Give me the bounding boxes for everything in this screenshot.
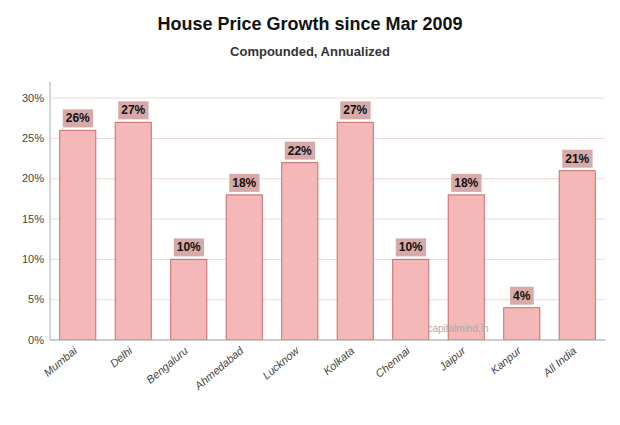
grid <box>50 98 605 340</box>
data-labels: 26% 27% 10% 18% 22% 27% 10% 18% 4% 21% <box>63 101 593 304</box>
data-label-box <box>396 238 426 256</box>
data-label-text: 22% <box>288 144 312 158</box>
data-label: 27% <box>340 101 370 119</box>
bar <box>448 195 484 340</box>
x-tick-label: All India <box>540 344 578 379</box>
y-tick-label: 5% <box>28 293 44 305</box>
data-label-box <box>451 174 481 192</box>
data-label: 21% <box>562 150 592 168</box>
bar <box>504 308 540 340</box>
data-label-box <box>562 150 592 168</box>
data-label: 18% <box>451 174 481 192</box>
y-tick-label: 30% <box>22 92 44 104</box>
data-label-box <box>229 174 259 192</box>
data-label: 27% <box>118 101 148 119</box>
bar <box>171 259 207 340</box>
data-label: 10% <box>174 238 204 256</box>
x-tick-label: Bengaluru <box>144 344 190 385</box>
bar <box>337 122 373 340</box>
data-label-box <box>174 238 204 256</box>
y-tick-label: 20% <box>22 172 44 184</box>
data-label-box <box>510 287 534 305</box>
data-label-text: 18% <box>454 176 478 190</box>
bar <box>226 195 262 340</box>
bar <box>393 259 429 340</box>
data-label: 18% <box>229 174 259 192</box>
data-label-box <box>285 142 315 160</box>
data-label: 4% <box>510 287 534 305</box>
y-axis-line <box>50 82 51 340</box>
y-tick-label: 10% <box>22 253 44 265</box>
grid-line <box>50 98 605 99</box>
x-tick-label: Chennai <box>373 344 413 380</box>
data-label-text: 21% <box>565 152 589 166</box>
y-tick-label: 25% <box>22 132 44 144</box>
data-label-text: 4% <box>513 289 531 303</box>
data-label: 26% <box>63 109 93 127</box>
data-label-box <box>340 101 370 119</box>
data-label-text: 10% <box>399 240 423 254</box>
x-tick-label: Ahmedabad <box>192 344 247 393</box>
data-label: 22% <box>285 142 315 160</box>
chart: House Price Growth since Mar 2009 Compoun… <box>0 0 620 425</box>
data-label-text: 27% <box>121 103 145 117</box>
bar <box>282 163 318 340</box>
x-tick-label: Delhi <box>108 344 135 370</box>
data-label-text: 27% <box>343 103 367 117</box>
x-tick-label: Mumbai <box>41 344 79 379</box>
x-tick-label: Kanpur <box>488 343 524 376</box>
bar <box>115 122 151 340</box>
grid-line <box>50 340 605 341</box>
data-label-box <box>118 101 148 119</box>
data-label-text: 26% <box>66 111 90 125</box>
data-label-box <box>63 109 93 127</box>
title: House Price Growth since Mar 2009 <box>157 14 462 34</box>
y-tick-label: 0% <box>28 334 44 346</box>
bar <box>60 130 96 340</box>
x-tick-label: Lucknow <box>260 344 302 382</box>
bars <box>60 122 596 340</box>
subtitle: Compounded, Annualized <box>230 44 390 59</box>
data-label-text: 10% <box>177 240 201 254</box>
watermark: capitalmind.in <box>427 323 488 334</box>
data-label-text: 18% <box>232 176 256 190</box>
x-tick-label: Jaipur <box>436 343 468 373</box>
data-label: 10% <box>396 238 426 256</box>
x-tick-label: Kolkata <box>321 344 357 377</box>
x-axis-line <box>50 340 605 341</box>
bar <box>559 171 595 340</box>
y-tick-label: 15% <box>22 213 44 225</box>
